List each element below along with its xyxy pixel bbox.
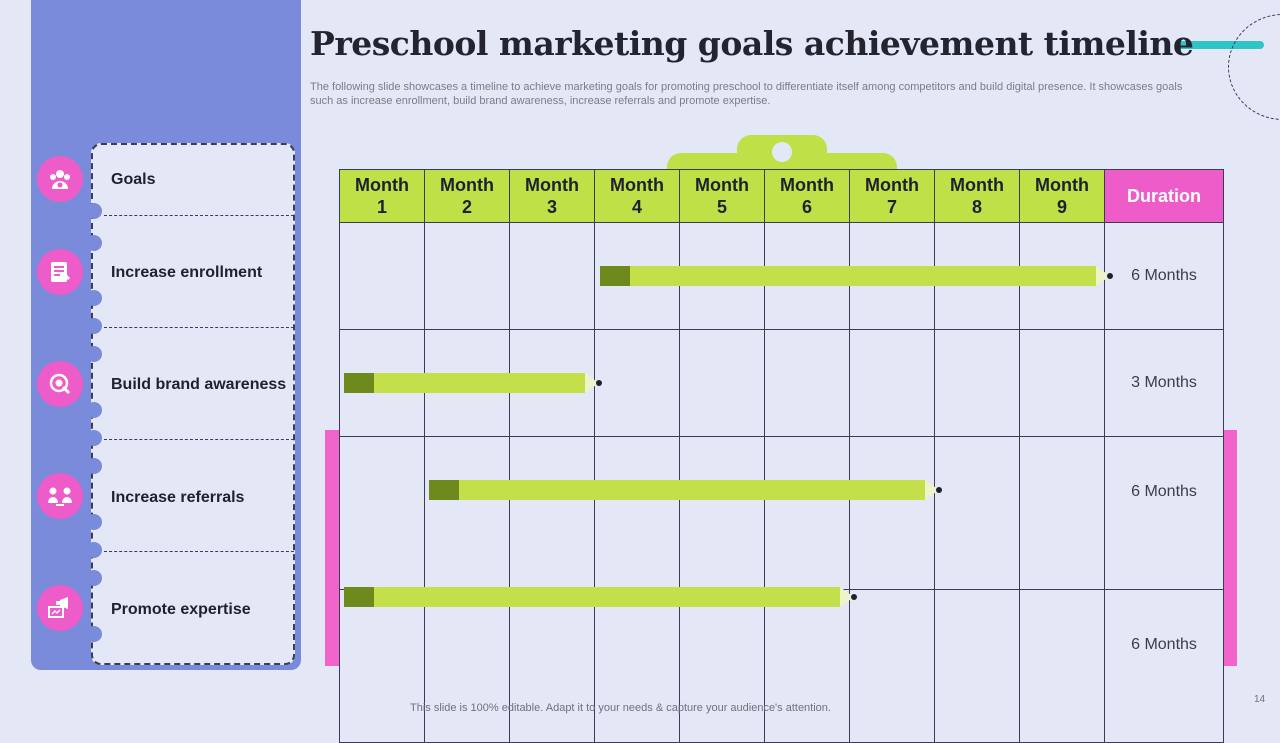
month-header: Month 1	[339, 169, 425, 223]
duration-cell: 3 Months	[1104, 329, 1224, 437]
month-header: Month 3	[509, 169, 595, 223]
panel-notch	[86, 203, 102, 219]
panel-notch	[86, 402, 102, 418]
footer-note: This slide is 100% editable. Adapt it to…	[410, 702, 831, 714]
month-header: Month 7	[849, 169, 935, 223]
panel-notch	[86, 318, 102, 334]
panel-notch	[86, 290, 102, 306]
row-separator	[104, 215, 294, 216]
panel-notch	[86, 235, 102, 251]
month-header: Month 9	[1019, 169, 1105, 223]
goal-label: Build brand awareness	[111, 376, 287, 393]
goal-label: Promote expertise	[111, 601, 251, 618]
referrals-icon	[37, 473, 83, 519]
slide-title: Preschool marketing goals achievement ti…	[310, 24, 1194, 63]
panel-notch	[86, 346, 102, 362]
goal-label: Increase referrals	[111, 489, 245, 506]
goals-panel	[91, 143, 295, 665]
clipboard-clip-hole	[772, 142, 792, 162]
dashed-circle-decoration	[1228, 14, 1280, 120]
panel-notch	[86, 626, 102, 642]
duration-cell: 6 Months	[1104, 222, 1224, 330]
duration-header: Duration	[1104, 169, 1224, 223]
month-header: Month 8	[934, 169, 1020, 223]
month-header: Month 5	[679, 169, 765, 223]
timeline-bar	[599, 265, 1116, 286]
enrollment-form-icon	[37, 249, 83, 295]
timeline-bar	[344, 372, 605, 393]
timeline-grid: Month 1 Month 2 Month 3 Month 4 Month 5 Month…	[339, 169, 1224, 743]
timeline-bar	[344, 586, 860, 607]
brand-awareness-icon	[37, 361, 83, 407]
month-header-row: Month 1 Month 2 Month 3 Month 4 Month 5 Month…	[339, 169, 1224, 223]
row-separator	[104, 551, 294, 552]
page-number: 14	[1254, 694, 1266, 705]
timeline-row: 3 Months	[339, 329, 1224, 437]
panel-notch	[86, 570, 102, 586]
panel-notch	[86, 430, 102, 446]
timeline-bar	[429, 479, 945, 500]
month-header: Month 4	[594, 169, 680, 223]
teal-accent-bar	[1175, 41, 1264, 49]
goals-header: Goals	[111, 171, 156, 188]
month-header: Month 6	[764, 169, 850, 223]
group-target-icon	[37, 156, 83, 202]
goal-label: Increase enrollment	[111, 264, 263, 281]
duration-cell: 6 Months	[1104, 436, 1224, 590]
megaphone-presentation-icon	[37, 585, 83, 631]
slide-subtitle: The following slide showcases a timeline…	[310, 81, 1183, 107]
timeline-row: 6 Months	[339, 436, 1224, 590]
panel-notch	[86, 542, 102, 558]
row-separator	[104, 439, 294, 440]
row-separator	[104, 327, 294, 328]
panel-notch	[86, 514, 102, 530]
duration-cell: 6 Months	[1104, 589, 1224, 743]
month-header: Month 2	[424, 169, 510, 223]
panel-notch	[86, 458, 102, 474]
